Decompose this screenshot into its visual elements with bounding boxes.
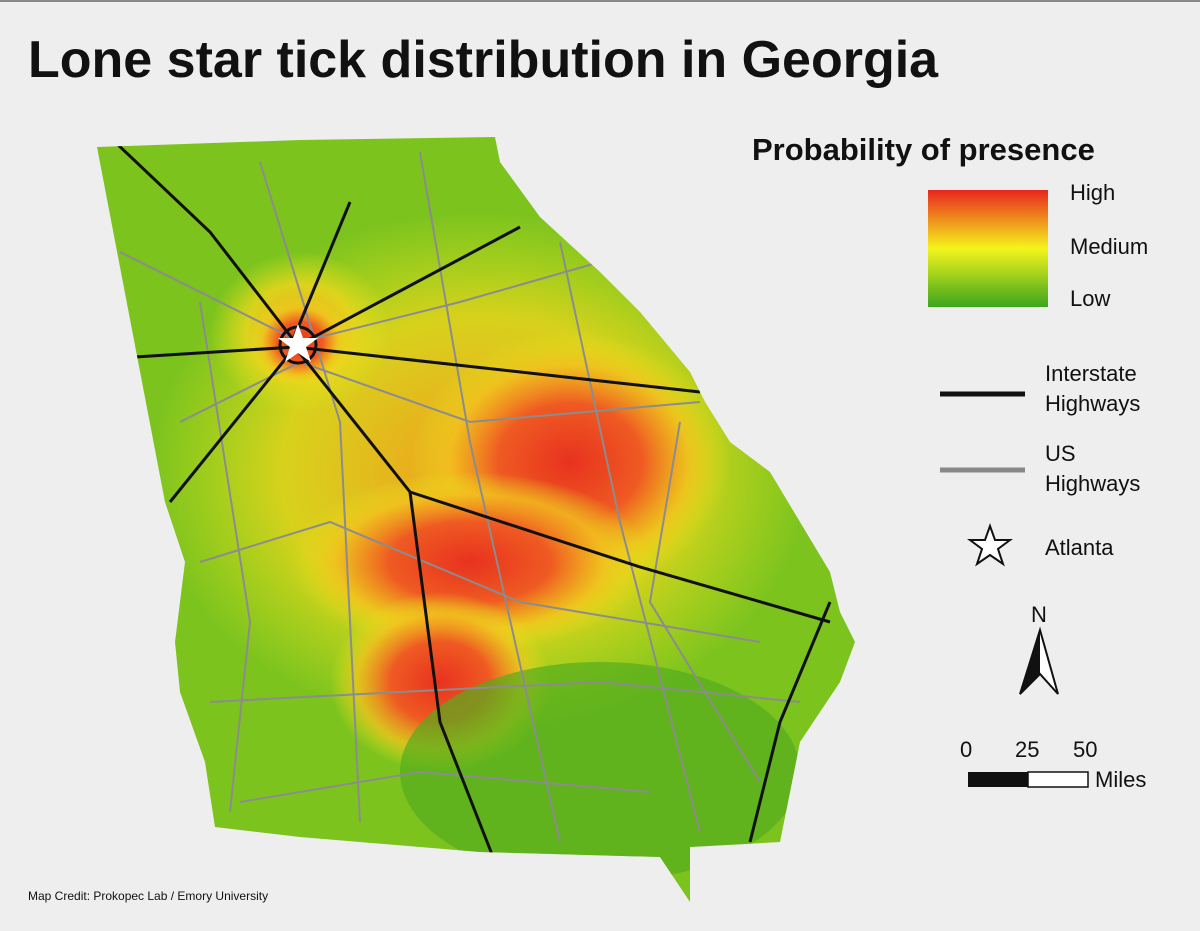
legend-interstate: Interstate Highways (1045, 361, 1141, 416)
north-arrow-half (1020, 630, 1040, 694)
title: Lone star tick distribution in Georgia (28, 31, 939, 89)
legend-title: Probability of presence (752, 132, 1095, 167)
scale-bar-black (968, 772, 1028, 787)
atlanta-star (278, 324, 318, 362)
legend-city: Atlanta (1045, 535, 1114, 560)
legend-us-highways: US Highways (1045, 441, 1141, 496)
star-swatch (967, 523, 1013, 567)
scale-bar-white (1027, 771, 1089, 788)
legend-high: High (1070, 180, 1116, 205)
north-label: N (1031, 602, 1047, 627)
credit: Map Credit: Prokopec Lab / Emory Univers… (28, 889, 269, 903)
probability-surface (97, 137, 855, 902)
legend-low: Low (1070, 286, 1111, 311)
color-ramp (928, 190, 1048, 307)
legend-medium: Medium (1070, 234, 1149, 259)
scale-unit: Miles (1095, 767, 1147, 792)
scale-tick: 0 (960, 737, 973, 762)
us-highways (119, 151, 801, 843)
scale-tick: 50 (1073, 737, 1098, 762)
scale-tick: 25 (1015, 737, 1040, 762)
